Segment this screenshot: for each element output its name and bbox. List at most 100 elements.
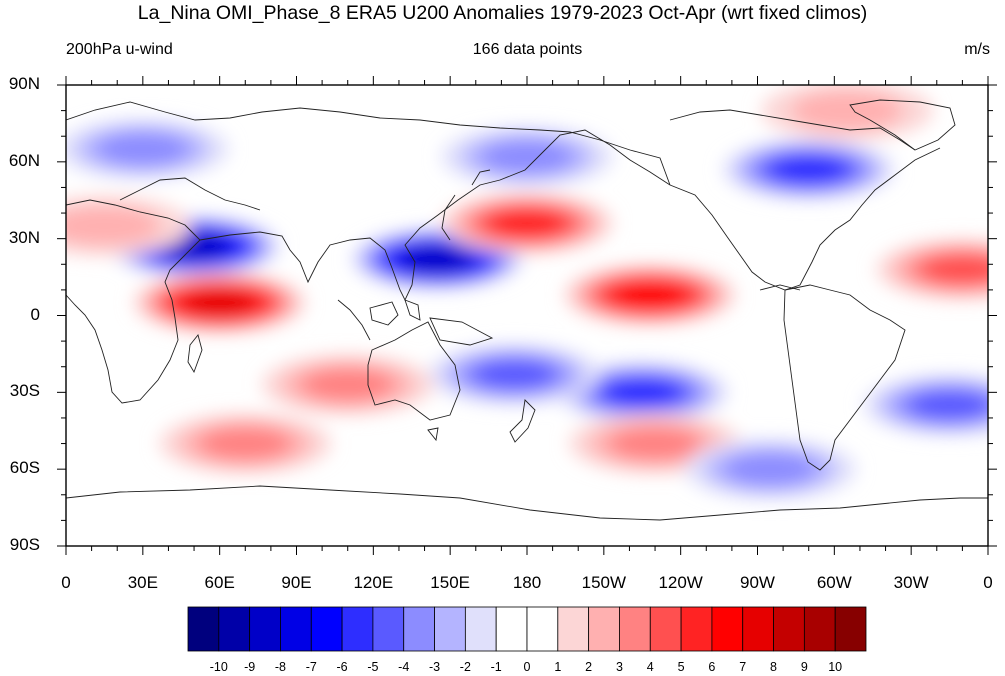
lon-label: 30E (127, 573, 158, 592)
colorbar-tick-label: -6 (336, 660, 348, 674)
units-label: m/s (964, 41, 990, 58)
anomaly-center-7 (722, 139, 895, 200)
colorbar-box (218, 606, 251, 652)
colorbar (187, 606, 867, 652)
variable-label: 200hPa u-wind (66, 41, 173, 58)
anomaly-level--4 (908, 390, 988, 421)
colorbar-box (187, 606, 220, 652)
lon-label: 60E (204, 573, 235, 592)
lat-label: 30N (8, 227, 40, 247)
colorbar-tick-label: 3 (615, 660, 623, 674)
anomaly-level--4 (473, 359, 556, 390)
anomaly-center-1 (133, 272, 306, 333)
colorbar-tick-label: 9 (800, 660, 808, 674)
colorbar-box (557, 606, 590, 652)
lat-label: 90S (9, 535, 40, 554)
anomaly-level-6 (613, 281, 686, 309)
colorbar-box (341, 606, 374, 652)
colorbar-box (773, 606, 805, 652)
colorbar-tick-label: -2 (459, 660, 471, 674)
anomaly-center-16 (66, 195, 191, 256)
colorbar-box (680, 606, 713, 652)
anomaly-center-4 (563, 265, 736, 326)
lon-label: 60W (816, 573, 852, 592)
anomaly-center-9 (876, 239, 988, 300)
anomaly-level--3 (96, 132, 189, 166)
anomaly-center-8 (863, 375, 988, 436)
colorbar-box (249, 606, 281, 652)
anomaly-level--5 (604, 378, 681, 407)
anomaly-level-4 (921, 254, 988, 285)
colorbar-tick-label: 8 (770, 660, 777, 674)
anomaly-level-7 (185, 289, 255, 316)
colorbar-box (619, 606, 651, 652)
anomaly-level-5 (489, 209, 565, 238)
lon-label: 0 (61, 573, 71, 592)
lon-label: 120W (658, 573, 703, 592)
anomaly-level-2 (66, 205, 161, 246)
lon-label: 150E (430, 573, 470, 592)
anomaly-center-17 (761, 85, 934, 141)
colorbar-tick-label: -9 (244, 660, 256, 674)
colorbar-tick-label: 2 (585, 660, 593, 674)
colorbar-tick-label: 7 (739, 660, 747, 674)
data-points-label: 166 data points (472, 41, 583, 58)
colorbar-tick-label: -3 (428, 660, 441, 674)
colorbar-tick-label: -4 (398, 660, 410, 674)
lon-label: 120E (353, 573, 394, 592)
lat-label: 60N (8, 150, 40, 170)
anomaly-level--3 (724, 452, 817, 486)
colorbar-box (803, 606, 836, 652)
colorbar-box (434, 606, 466, 652)
colorbar-tick-label: 5 (677, 660, 685, 674)
anomaly-center-14 (159, 413, 332, 474)
colorbar-box (310, 606, 343, 652)
anomaly-level--3 (481, 140, 573, 174)
colorbar-tick-label: -10 (209, 660, 228, 674)
lon-label: 180 (512, 573, 542, 592)
anomaly-center-11 (441, 126, 613, 187)
anomaly-level--8 (403, 246, 471, 272)
colorbar-box (372, 606, 405, 652)
colorbar-box (403, 606, 435, 652)
lat-label: 90N (8, 74, 40, 93)
axis-ticks (57, 76, 997, 555)
anomaly-center-13 (684, 439, 857, 500)
anomaly-center-6 (428, 344, 601, 405)
colorbar-box (526, 606, 559, 652)
colorbar-box (588, 606, 620, 652)
colorbar-tick-label: 1 (554, 660, 562, 674)
colorbar-box (649, 606, 682, 652)
lon-label: 90W (740, 573, 775, 592)
colorbar-box (742, 606, 774, 652)
lon-label: 150W (581, 573, 627, 592)
colorbar-tick-label: 0 (523, 660, 531, 674)
colorbar-box (834, 606, 867, 652)
lat-label: 60S (9, 458, 40, 478)
anomaly-center-3 (441, 193, 613, 254)
colorbar-box (495, 606, 528, 652)
plot-title: La_Nina OMI_Phase_8 ERA5 U200 Anomalies … (137, 2, 868, 24)
anomaly-field (66, 85, 988, 500)
anomaly-center-10 (66, 119, 229, 180)
anomaly-center-15 (261, 354, 434, 415)
colorbar-tick-label: 6 (708, 660, 716, 674)
anomaly-level-3 (609, 426, 702, 461)
lon-label: 90E (281, 573, 312, 592)
anomaly-level-2 (791, 90, 904, 131)
colorbar-tick-label: -7 (305, 660, 317, 674)
lat-label: 30S (9, 381, 40, 401)
lon-label: 30W (893, 573, 929, 592)
colorbar-box (464, 606, 497, 652)
anomaly-level--5 (770, 155, 847, 184)
colorbar-box (711, 606, 744, 652)
colorbar-tick-label: 4 (646, 660, 654, 674)
lat-label: 0 (30, 304, 40, 324)
colorbar-tick-label: 10 (828, 660, 843, 674)
colorbar-tick-label: -8 (274, 660, 287, 674)
coastlines (66, 99, 988, 521)
colorbar-tick-label: -1 (490, 660, 502, 674)
anomaly-level-3 (199, 426, 292, 461)
lon-label: 0 (983, 573, 993, 592)
